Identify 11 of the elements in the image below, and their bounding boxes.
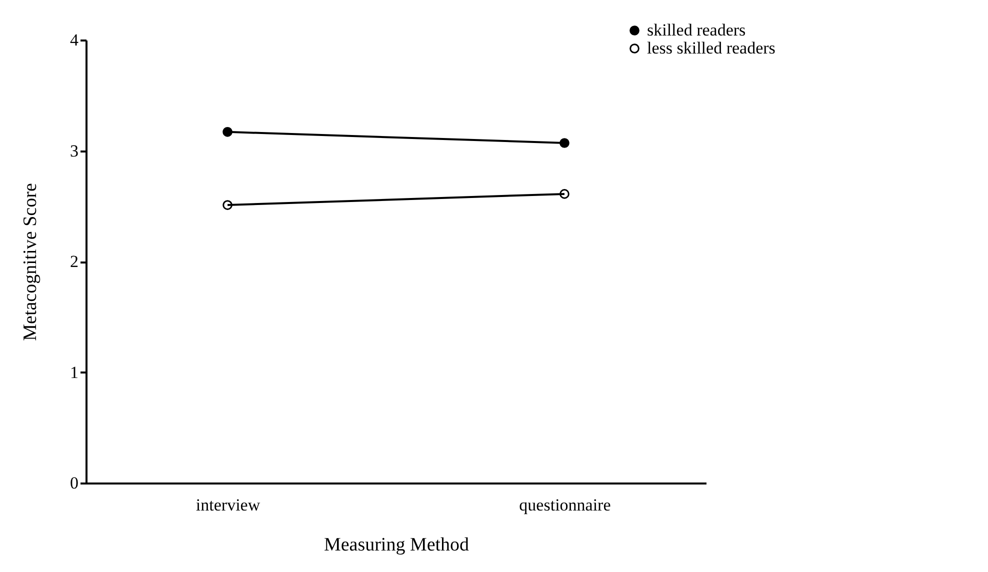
legend-label: skilled readers [647,20,746,40]
x-tick-label: interview [196,496,261,514]
y-tick-label: 4 [70,30,79,50]
x-axis-title: Measuring Method [324,534,470,556]
y-tick-label: 1 [70,362,78,382]
y-axis-title: Metacognitive Score [20,183,41,341]
legend-label: less skilled readers [647,38,776,58]
y-tick-label: 3 [70,141,78,160]
y-tick-label: 0 [70,474,78,492]
x-tick-label: questionnaire [519,496,611,514]
y-tick-label: 2 [70,252,78,271]
